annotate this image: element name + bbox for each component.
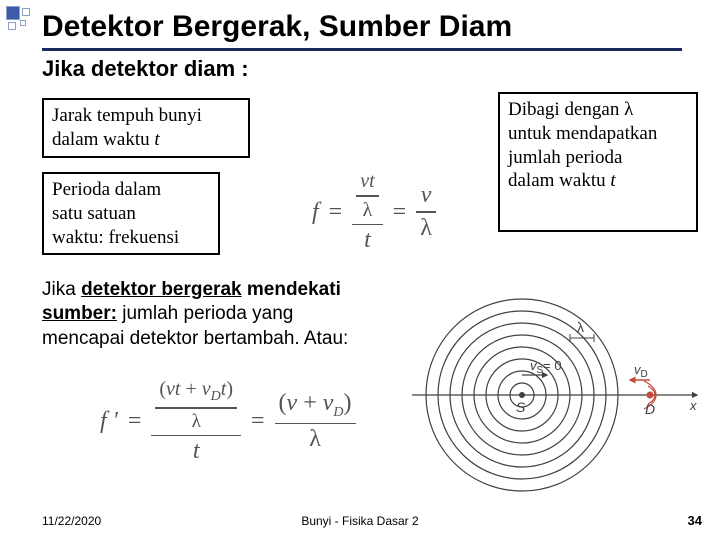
para-1b: detektor bergerak [81,279,242,300]
box2-line2: satu satuan [52,202,210,226]
eq1-lam1: λ [363,199,373,221]
box1-line1: Jarak tempuh bunyi [52,105,202,126]
equation-frequency: f = vt λ t = v λ [312,170,436,254]
paragraph-approach: Jika detektor bergerak mendekati sumber:… [42,278,410,351]
title-underline [42,48,682,51]
eq2-fp: f ' [100,408,118,435]
box3-l2: untuk mendapatkan [508,122,688,146]
eq1-eq1: = [329,199,343,226]
para-2b: jumlah perioda yang [117,303,293,324]
diag-vd-d: D [641,369,648,380]
eq2-lam1: λ [188,411,205,433]
eq2-subD1: D [211,389,221,404]
wave-diagram: x S vS= 0 λ vD D [412,280,702,500]
eq2-lam2: λ [305,426,325,453]
slide-subtitle: Jika detektor diam : [42,56,249,82]
slide-title: Detektor Bergerak, Sumber Diam [42,10,512,44]
eq2-eq2: = [251,408,265,435]
box3-lambda: λ [624,99,633,120]
footer-title: Bunyi - Fisika Dasar 2 [0,514,720,528]
eq1-vt: vt [360,170,374,192]
box3-l3: jumlah perioda [508,146,688,170]
footer-slide-number: 34 [688,513,702,528]
para-2a: sumber: [42,303,117,324]
slide-corner-deco [6,6,42,42]
box3-l4b: t [610,170,615,191]
svg-text:vS= 0: vS= 0 [530,358,562,376]
diag-x-label: x [689,398,697,413]
eq2-subD2: D [333,405,343,420]
diag-s-label: S [516,399,526,415]
para-3: mencapai detektor bertambah. Atau: [42,328,348,349]
box1-line2-it: t [154,129,159,150]
para-1d: mendekati [247,279,341,300]
eq1-lam2: λ [416,215,436,242]
svg-text:vD: vD [634,362,648,380]
eq1-f: f [312,199,319,226]
eq1-t: t [360,227,375,254]
diag-d-label: D [645,401,655,417]
annotation-box-period: Perioda dalam satu satuan waktu: frekuen… [42,172,220,255]
equation-f-prime: f ' = (vt + vDt) λ t = (v + vD) λ [100,378,356,465]
annotation-box-distance: Jarak tempuh bunyi dalam waktu t [42,98,250,158]
box1-line2: dalam waktu [52,129,154,150]
diag-lambda: λ [577,319,584,335]
box3-l4a: dalam waktu [508,170,610,191]
annotation-box-divide: Dibagi dengan λ untuk mendapatkan jumlah… [498,92,698,232]
eq2-eq1: = [128,408,142,435]
eq1-v: v [417,182,436,209]
diag-vs-0: = 0 [543,358,561,373]
box2-line1: Perioda dalam [52,178,210,202]
eq2-t: t [189,438,204,465]
eq1-eq2: = [393,199,407,226]
box2-line3: waktu: frekuensi [52,226,210,250]
para-1a: Jika [42,279,81,300]
box3-l1a: Dibagi dengan [508,99,624,120]
